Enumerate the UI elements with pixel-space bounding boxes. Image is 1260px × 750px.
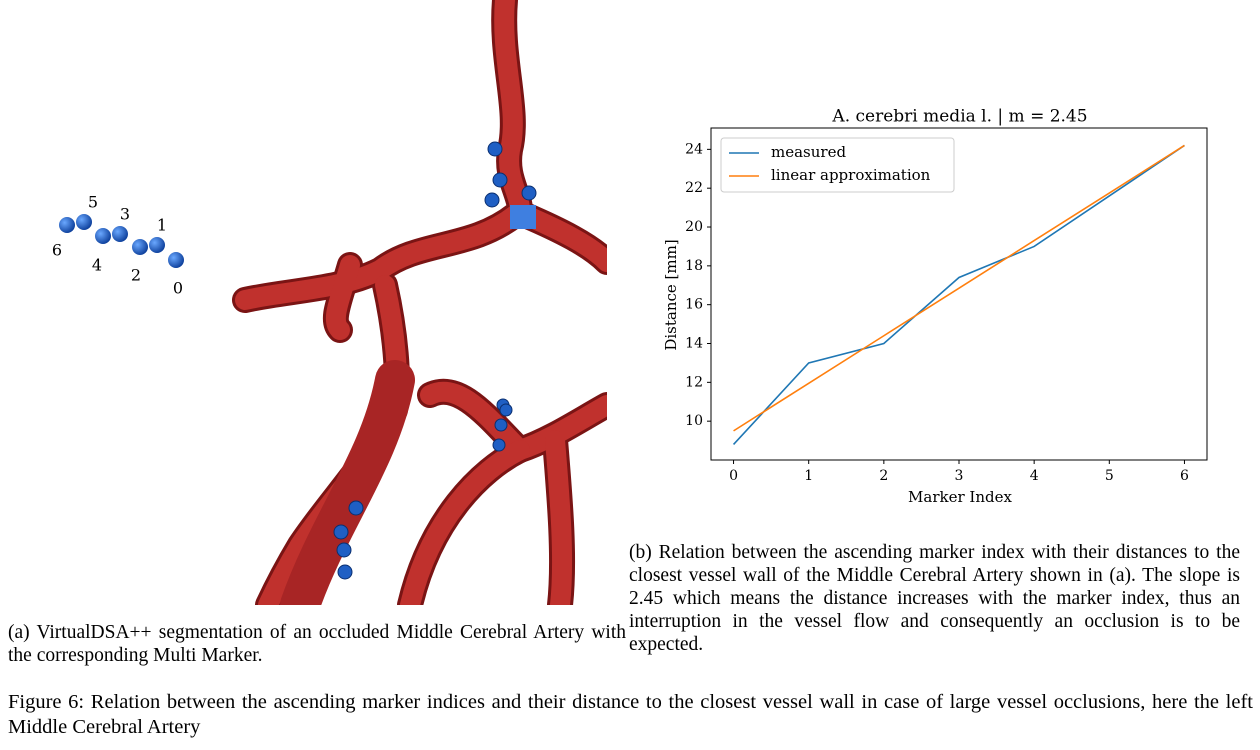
marker-sphere: [112, 226, 128, 242]
y-tick-label: 12: [685, 374, 703, 390]
y-tick-label: 20: [685, 219, 703, 235]
caption-a: (a) VirtualDSA++ segmentation of an occl…: [8, 621, 626, 667]
marker-label: 1: [157, 216, 167, 235]
figure-caption: Figure 6: Relation between the ascending…: [8, 690, 1253, 740]
y-tick-label: 16: [685, 297, 703, 313]
cube-marker: [510, 205, 536, 229]
x-tick-label: 2: [879, 468, 888, 484]
x-tick-label: 0: [729, 468, 738, 484]
vessel-tree: [245, 0, 607, 605]
y-tick-label: 18: [685, 258, 703, 274]
chart: A. cerebri media l. | m = 2.45 Marker In…: [620, 95, 1260, 615]
y-tick-label: 14: [685, 336, 703, 352]
x-tick-label: 3: [955, 468, 964, 484]
chart-title: A. cerebri media l. | m = 2.45: [831, 107, 1087, 127]
marker-sphere: [95, 228, 111, 244]
marker-sphere: [132, 239, 148, 255]
x-axis-label: Marker Index: [908, 488, 1012, 506]
legend-label: measured: [771, 143, 846, 161]
y-axis-label: Distance [mm]: [662, 239, 680, 350]
marker-sphere: [59, 217, 75, 233]
marker-sphere: [168, 252, 184, 268]
x-tick-label: 5: [1105, 468, 1114, 484]
marker-label: 6: [52, 241, 62, 260]
legend-label: linear approximation: [771, 166, 931, 184]
marker-sphere: [149, 237, 165, 253]
marker-label: 5: [88, 193, 98, 212]
caption-b: (b) Relation between the ascending marke…: [629, 541, 1240, 656]
x-tick-label: 4: [1030, 468, 1039, 484]
marker-label: 2: [131, 266, 141, 285]
vessel-render: 0 1 2 3 4 5 6: [0, 0, 607, 605]
x-tick-label: 6: [1180, 468, 1189, 484]
page: 0123456 A. cerebri media l. | m = 2.45 M…: [0, 0, 1260, 750]
marker-label: 3: [120, 205, 130, 224]
y-tick-label: 22: [685, 180, 703, 196]
marker-label: 0: [173, 279, 183, 298]
y-tick-label: 24: [685, 141, 703, 157]
marker-sphere: [76, 214, 92, 230]
x-tick-label: 1: [804, 468, 813, 484]
y-tick-label: 10: [685, 413, 703, 429]
marker-label: 4: [92, 256, 102, 275]
multi-marker: 0 1 2 3 4 5 6: [52, 193, 184, 298]
